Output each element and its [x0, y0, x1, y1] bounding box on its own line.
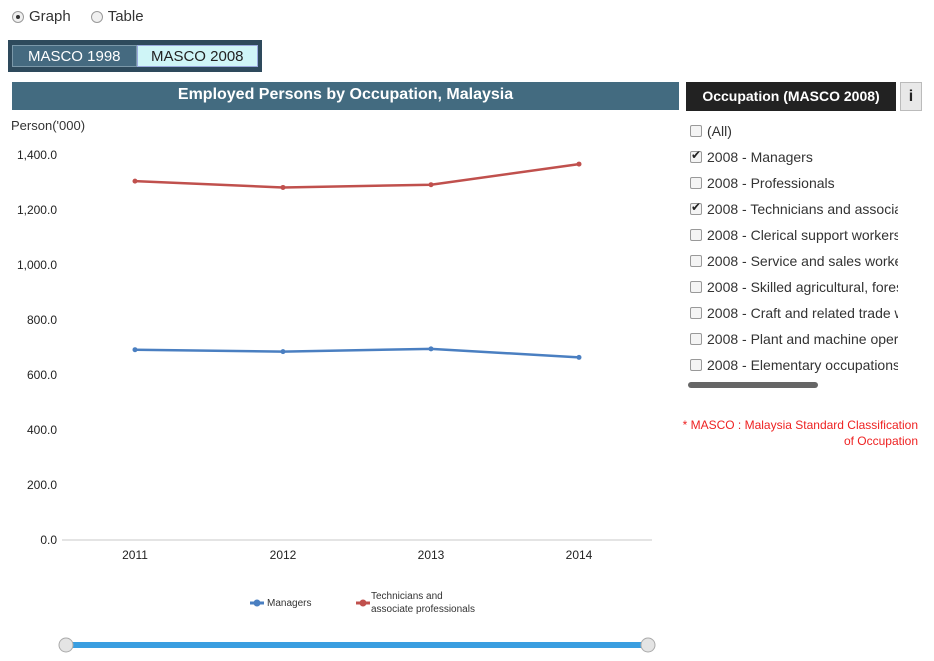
- x-tick-label: 2012: [270, 548, 297, 562]
- x-axis: 2011 2012 2013 2014: [122, 548, 593, 562]
- y-tick-label: 600.0: [27, 368, 57, 382]
- occupation-label: 2008 - Skilled agricultural, forestry: [707, 279, 898, 295]
- occupation-label: 2008 - Craft and related trade wo: [707, 305, 898, 321]
- table-radio-dot[interactable]: [90, 10, 103, 23]
- occupation-item[interactable]: 2008 - Plant and machine operat: [690, 326, 898, 352]
- x-tick-label: 2013: [418, 548, 445, 562]
- y-tick-label: 1,000.0: [17, 258, 57, 272]
- occupation-checkbox[interactable]: [690, 333, 702, 345]
- y-tick-label: 800.0: [27, 313, 57, 327]
- masco-footnote-line-1: * MASCO : Malaysia Standard Classificati…: [682, 418, 918, 432]
- y-tick-label: 1,200.0: [17, 203, 57, 217]
- data-point[interactable]: [576, 161, 582, 167]
- data-point[interactable]: [280, 184, 286, 190]
- occupation-item[interactable]: 2008 - Elementary occupations: [690, 352, 898, 378]
- occupation-label: 2008 - Elementary occupations: [707, 357, 898, 373]
- masco-footnote: * MASCO : Malaysia Standard Classificati…: [680, 417, 918, 449]
- occupation-checkbox[interactable]: [690, 200, 702, 215]
- x-tick-label: 2011: [122, 548, 148, 562]
- y-axis-label: Person('000): [11, 118, 85, 133]
- info-button[interactable]: i: [900, 82, 922, 111]
- occupation-item[interactable]: 2008 - Service and sales workers: [690, 248, 898, 274]
- occupation-checkbox[interactable]: [690, 255, 702, 267]
- occupation-list[interactable]: (All) 2008 - Managers 2008 - Professionals…: [690, 118, 898, 378]
- y-tick-label: 400.0: [27, 423, 57, 437]
- occupation-label: 2008 - Professionals: [707, 175, 835, 191]
- graph-radio-label: Graph: [29, 8, 71, 25]
- tab-masco-1998[interactable]: MASCO 1998: [12, 45, 137, 67]
- line-chart: Person('000) 0.0 200.0 400.0 600.0 800.0 1,00…: [11, 118, 656, 653]
- occupation-label: 2008 - Managers: [707, 149, 813, 165]
- x-tick-label: 2014: [566, 548, 593, 562]
- data-point[interactable]: [576, 354, 582, 360]
- occupation-checkbox[interactable]: [690, 177, 702, 189]
- occupation-item[interactable]: 2008 - Skilled agricultural, forestry: [690, 274, 898, 300]
- graph-radio-dot[interactable]: [12, 10, 24, 23]
- data-point[interactable]: [132, 347, 138, 353]
- masco-footnote-line-2: of Occupation: [843, 434, 918, 448]
- occupation-item[interactable]: 2008 - Craft and related trade wo: [690, 300, 898, 326]
- data-point[interactable]: [428, 346, 434, 352]
- occupation-label: 2008 - Plant and machine operat: [707, 331, 898, 347]
- occupation-checkbox[interactable]: [690, 125, 702, 137]
- view-mode-group: Graph Table: [12, 8, 164, 25]
- series-line: [134, 162, 580, 189]
- data-point[interactable]: [132, 178, 138, 184]
- legend-item-managers[interactable]: Managers: [250, 598, 311, 609]
- occupation-checkbox[interactable]: [690, 307, 702, 319]
- occupation-label: 2008 - Service and sales workers: [707, 253, 898, 269]
- occupation-item[interactable]: 2008 - Technicians and associate: [690, 196, 898, 222]
- occupation-list-scrollbar[interactable]: [688, 382, 818, 388]
- chart-title: Employed Persons by Occupation, Malaysia: [12, 82, 679, 110]
- table-radio[interactable]: Table: [90, 8, 144, 25]
- legend-label-managers: Managers: [267, 598, 311, 609]
- series-layer: [132, 161, 582, 360]
- y-axis: 0.0 200.0 400.0 600.0 800.0 1,000.0 1,200.0 1,4…: [17, 148, 57, 547]
- series-line: [134, 347, 580, 359]
- tab-masco-2008[interactable]: MASCO 2008: [136, 45, 258, 67]
- occupation-checkbox[interactable]: [690, 359, 702, 371]
- occupation-checkbox[interactable]: [690, 281, 702, 293]
- occupation-item[interactable]: 2008 - Professionals: [690, 170, 898, 196]
- legend-dot-managers: [253, 599, 261, 607]
- occupation-item[interactable]: (All): [690, 118, 898, 144]
- occupation-panel-header: Occupation (MASCO 2008): [686, 82, 896, 111]
- range-slider-start-handle[interactable]: [58, 637, 74, 653]
- occupation-checkbox[interactable]: [690, 229, 702, 241]
- occupation-label: 2008 - Technicians and associate: [707, 201, 898, 217]
- table-radio-label: Table: [107, 8, 144, 25]
- y-tick-label: 0.0: [40, 533, 57, 547]
- masco-tabs: MASCO 1998 MASCO 2008: [8, 40, 262, 72]
- legend-label-technicians-line-2: associate professionals: [371, 604, 475, 615]
- graph-radio[interactable]: Graph: [12, 8, 71, 25]
- legend-label-technicians-line-1: Technicians and: [371, 591, 443, 602]
- range-slider-end-handle[interactable]: [640, 637, 656, 653]
- legend[interactable]: Managers Technicians and associate profess…: [250, 591, 475, 615]
- data-point[interactable]: [428, 182, 434, 188]
- occupation-item[interactable]: 2008 - Managers: [690, 144, 898, 170]
- legend-item-technicians[interactable]: Technicians and associate professionals: [356, 591, 475, 615]
- data-point[interactable]: [280, 349, 286, 355]
- legend-dot-technicians: [359, 599, 367, 607]
- occupation-label: 2008 - Clerical support workers: [707, 227, 898, 243]
- occupation-item[interactable]: 2008 - Clerical support workers: [690, 222, 898, 248]
- occupation-checkbox[interactable]: [690, 148, 702, 163]
- occupation-label: (All): [707, 123, 732, 139]
- y-tick-label: 200.0: [27, 478, 57, 492]
- y-tick-label: 1,400.0: [17, 148, 57, 162]
